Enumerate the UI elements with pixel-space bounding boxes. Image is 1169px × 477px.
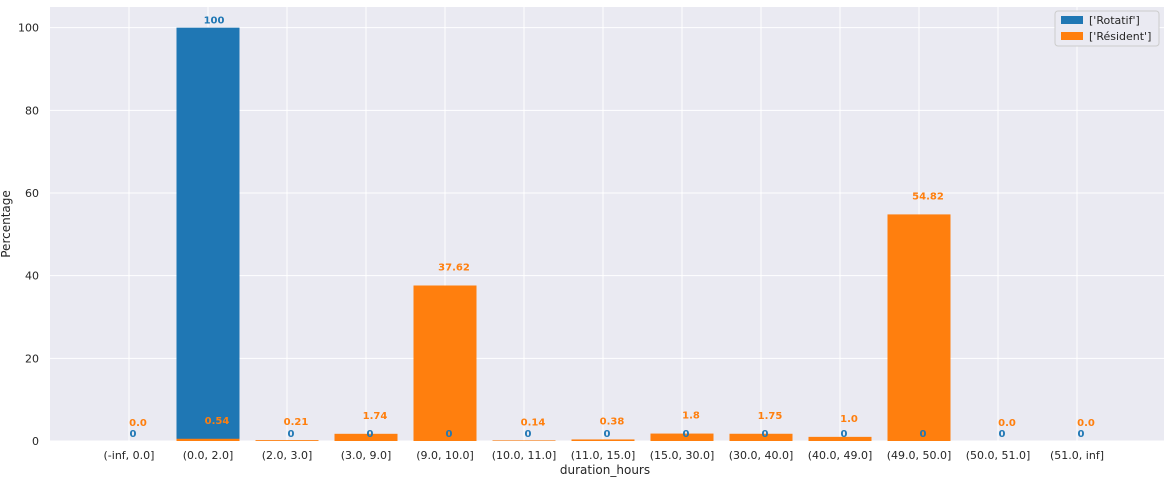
- data-label-rotatif: 0: [1078, 429, 1085, 440]
- x-tick-label: (11.0, 15.0]: [571, 449, 636, 462]
- data-label-resident: 0.0: [998, 418, 1016, 429]
- data-label-resident: 0.0: [129, 418, 147, 429]
- legend-label-resident: ['Résident']: [1089, 30, 1151, 43]
- data-label-rotatif: 0: [920, 429, 927, 440]
- y-tick-label: 60: [25, 187, 39, 200]
- bar-r-sident-4: [413, 285, 477, 441]
- data-label-rotatif: 0: [367, 429, 374, 440]
- data-label-rotatif: 0: [288, 429, 295, 440]
- x-tick-label: (2.0, 3.0]: [262, 449, 313, 462]
- bar-r-sident-3: [334, 433, 398, 441]
- data-label-resident: 0.14: [521, 417, 546, 428]
- data-label-rotatif: 0: [446, 429, 453, 440]
- x-tick-label: (10.0, 11.0]: [492, 449, 557, 462]
- data-label-resident: 0.38: [600, 416, 625, 427]
- data-label-rotatif: 0: [683, 429, 690, 440]
- data-label-resident: 0.0: [1077, 418, 1095, 429]
- x-tick-label: (15.0, 30.0]: [650, 449, 715, 462]
- bar-r-sident-10: [887, 214, 951, 441]
- data-label-resident: 37.62: [438, 263, 470, 274]
- x-tick-label: (3.0, 9.0]: [341, 449, 392, 462]
- bar-r-sident-1: [176, 438, 240, 441]
- legend-swatch-resident: [1061, 32, 1083, 40]
- y-axis-title: Percentage: [0, 190, 13, 258]
- y-tick-label: 0: [32, 435, 39, 448]
- x-tick-label: (49.0, 50.0]: [887, 449, 952, 462]
- x-tick-label: (0.0, 2.0]: [183, 449, 234, 462]
- data-label-resident: 1.74: [363, 411, 388, 422]
- y-tick-label: 100: [18, 22, 39, 35]
- y-tick-label: 20: [25, 352, 39, 365]
- data-label-resident: 1.8: [682, 411, 700, 422]
- legend-label-rotatif: ['Rotatif']: [1089, 14, 1140, 27]
- x-tick-label: (51.0, inf]: [1050, 449, 1104, 462]
- data-label-rotatif: 0: [604, 429, 611, 440]
- y-tick-labels: 0 20 40 60 80 100: [18, 22, 39, 448]
- x-tick-label: (40.0, 49.0]: [808, 449, 873, 462]
- data-label-rotatif: 0: [841, 429, 848, 440]
- data-label-rotatif: 100: [204, 16, 225, 27]
- x-tick-label: (-inf, 0.0]: [104, 449, 155, 462]
- data-label-resident: 1.0: [840, 414, 858, 425]
- bar-r-sident-9: [808, 436, 872, 441]
- legend-swatch-rotatif: [1061, 16, 1083, 24]
- data-label-resident: 1.75: [758, 411, 783, 422]
- y-tick-label: 40: [25, 270, 39, 283]
- bar-r-sident-2: [255, 440, 319, 441]
- x-axis-title: duration_hours: [560, 463, 650, 477]
- bar-r-sident-7: [650, 433, 714, 441]
- x-tick-label: (50.0, 51.0]: [966, 449, 1031, 462]
- x-tick-label: (9.0, 10.0]: [416, 449, 474, 462]
- x-tick-labels: (-inf, 0.0] (0.0, 2.0] (2.0, 3.0] (3.0, 9.0…: [104, 449, 1104, 462]
- data-label-rotatif: 0: [525, 429, 532, 440]
- data-label-resident: 0.54: [205, 416, 230, 427]
- data-label-rotatif: 0: [999, 429, 1006, 440]
- bar-r-sident-5: [492, 440, 556, 441]
- data-label-resident: 0.21: [284, 417, 309, 428]
- legend: ['Rotatif'] ['Résident']: [1054, 10, 1160, 47]
- bar-r-sident-6: [571, 439, 635, 441]
- data-label-rotatif: 0: [762, 429, 769, 440]
- bar-r-sident-8: [729, 433, 793, 441]
- data-label-rotatif: 0: [130, 429, 137, 440]
- bar-rotatif-1: [176, 27, 240, 442]
- x-tick-label: (30.0, 40.0]: [729, 449, 794, 462]
- data-label-resident: 54.82: [912, 191, 944, 202]
- bars: [176, 27, 951, 442]
- y-tick-label: 80: [25, 104, 39, 117]
